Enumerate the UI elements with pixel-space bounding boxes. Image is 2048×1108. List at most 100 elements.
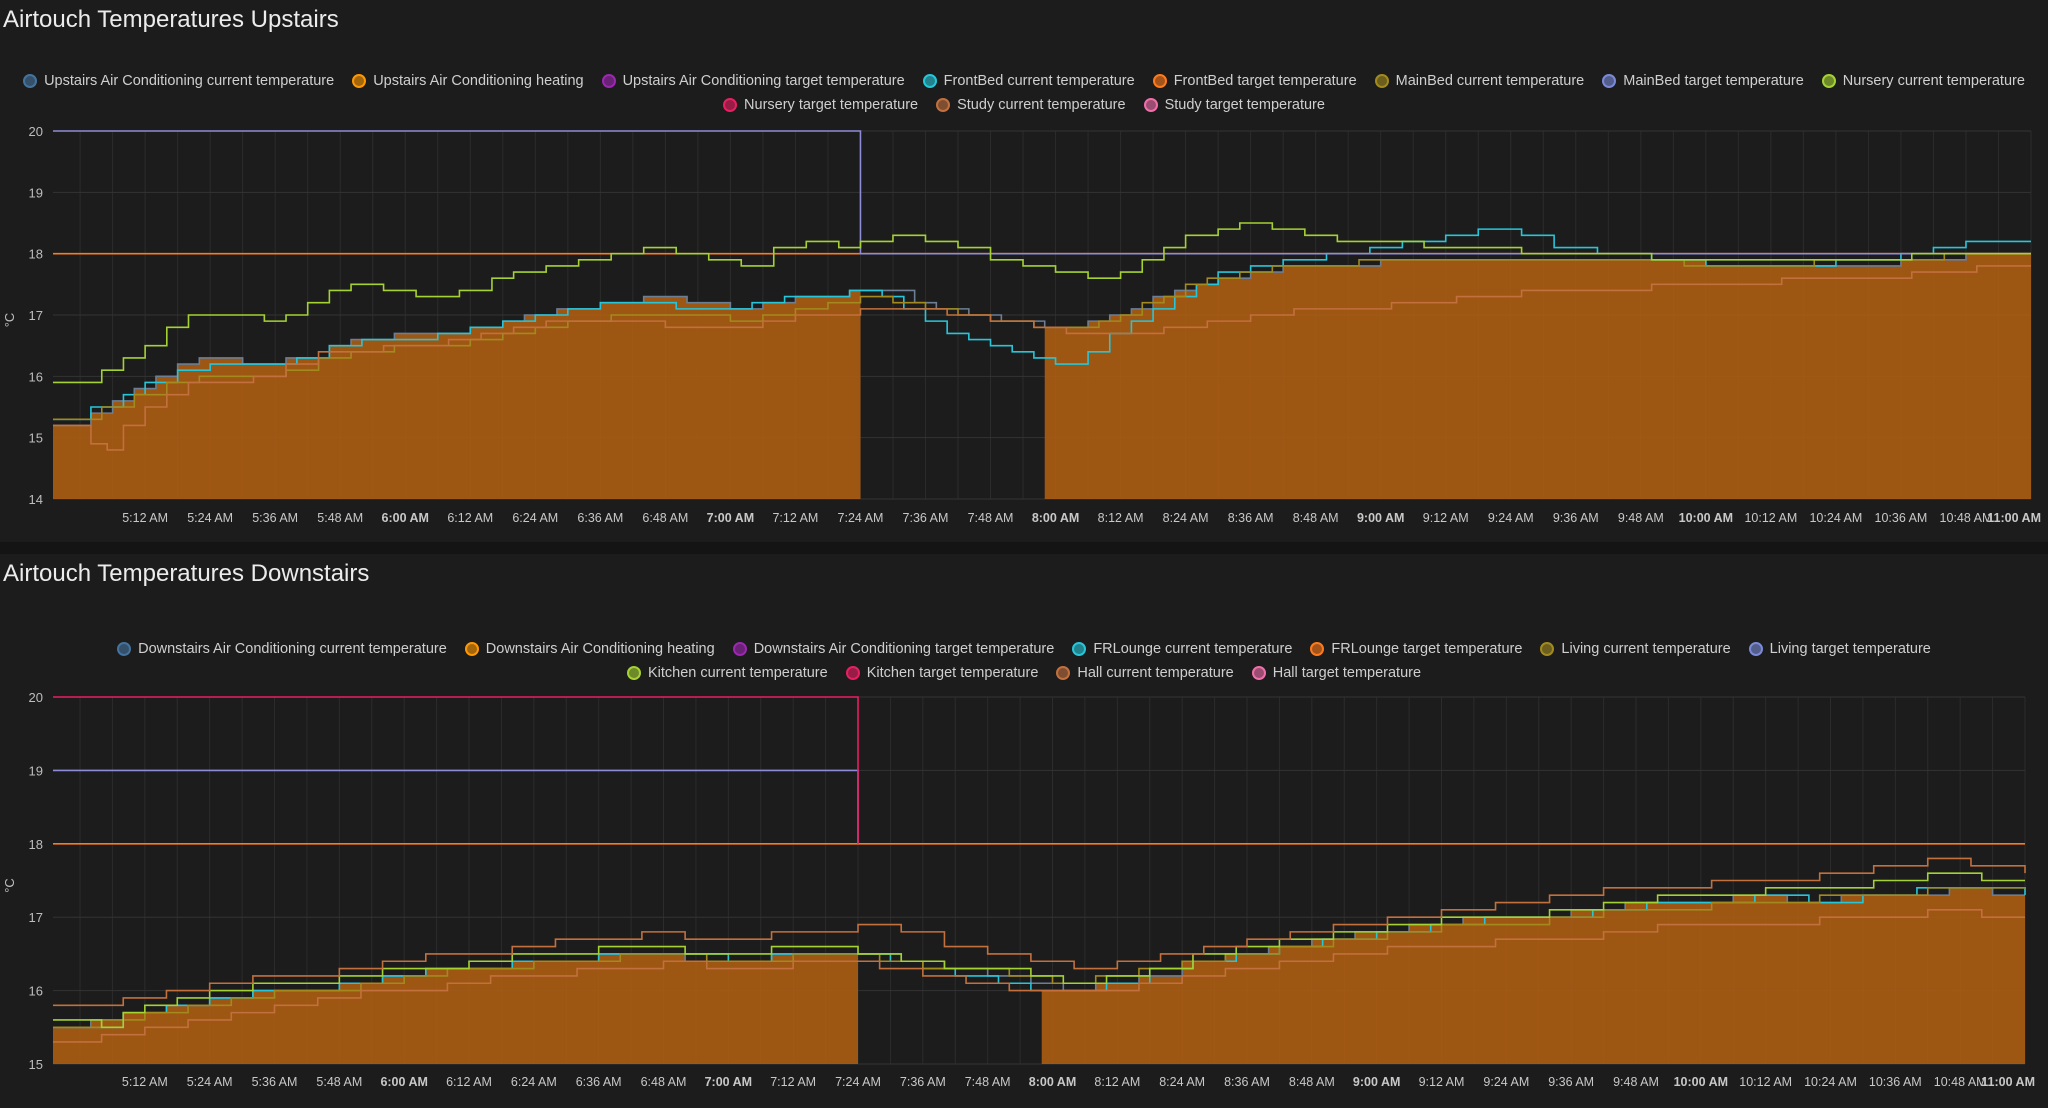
legend-item-hall-target-temperature[interactable]: Hall target temperature	[1251, 664, 1421, 682]
series-line-mainbed-target-temperature	[53, 130, 2031, 255]
legend-item-kitchen-target-temperature[interactable]: Kitchen target temperature	[845, 664, 1039, 682]
x-tick-label: 6:12 AM	[447, 511, 493, 525]
x-tick-label: 6:24 AM	[511, 1075, 557, 1089]
x-tick-label: 9:00 AM	[1353, 1075, 1400, 1089]
legend-label: Study target temperature	[1164, 97, 1325, 113]
legend-label: Upstairs Air Conditioning heating	[373, 73, 584, 89]
x-tick-label: 7:48 AM	[968, 511, 1014, 525]
legend-swatch	[1821, 74, 1836, 88]
x-tick-label: 7:12 AM	[770, 1075, 816, 1089]
legend-label: Downstairs Air Conditioning current temp…	[138, 641, 447, 657]
x-tick-label: 6:36 AM	[577, 511, 623, 525]
series-line-hall-current-temperature	[53, 857, 2026, 1007]
legend-item-mainbed-target-temperature[interactable]: MainBed target temperature	[1602, 72, 1804, 90]
legend-label: Downstairs Air Conditioning heating	[485, 641, 715, 657]
legend-item-study-target-temperature[interactable]: Study target temperature	[1143, 96, 1325, 114]
upstairs-chart: 14 15 16 17 18 19 20 °C 5:12 AM 5:24 AM 5:36 AM 5:4…	[2, 124, 2041, 525]
legend-item-nursery-current-temperature[interactable]: Nursery current temperature	[1821, 72, 2025, 90]
legend-label: Upstairs Air Conditioning target tempera…	[622, 73, 905, 89]
x-tick-label: 8:00 AM	[1029, 1075, 1076, 1089]
x-tick-label: 7:24 AM	[835, 1075, 881, 1089]
x-tick-label: 9:48 AM	[1618, 511, 1664, 525]
legend-swatch	[1374, 74, 1389, 88]
legend-item-upstairs-air-conditioning-current-temperature[interactable]: Upstairs Air Conditioning current temper…	[23, 72, 334, 90]
y-tick-label: 17	[29, 910, 43, 925]
legend-swatch	[1310, 642, 1325, 656]
x-tick-label: 7:36 AM	[900, 1075, 946, 1089]
legend-label: Study current temperature	[957, 97, 1126, 113]
x-tick-label: 8:24 AM	[1163, 511, 1209, 525]
legend-item-frlounge-target-temperature[interactable]: FRLounge target temperature	[1310, 640, 1522, 658]
legend-label: Living target temperature	[1769, 641, 1931, 657]
heating-area	[1041, 887, 2025, 1064]
x-tick-label: 8:36 AM	[1224, 1075, 1270, 1089]
legend-swatch	[845, 666, 860, 680]
series-line-study-current-temperature	[53, 265, 2031, 451]
legend-swatch	[117, 642, 132, 656]
downstairs-legend: Downstairs Air Conditioning current temp…	[0, 640, 2048, 682]
legend-label: FRLounge target temperature	[1331, 641, 1523, 657]
legend-swatch	[352, 74, 367, 88]
x-tick-label: 7:48 AM	[965, 1075, 1011, 1089]
legend-item-mainbed-current-temperature[interactable]: MainBed current temperature	[1374, 72, 1585, 90]
y-tick-label: 18	[29, 837, 43, 852]
legend-item-study-current-temperature[interactable]: Study current temperature	[936, 96, 1126, 114]
legend-item-downstairs-air-conditioning-current-temperature[interactable]: Downstairs Air Conditioning current temp…	[117, 640, 447, 658]
x-tick-label: 5:24 AM	[187, 511, 233, 525]
legend-label: Kitchen current temperature	[647, 665, 828, 681]
x-tick-label: 9:36 AM	[1553, 511, 1599, 525]
y-tick-label: 15	[29, 1057, 43, 1072]
legend-swatch	[626, 666, 641, 680]
x-tick-label: 5:36 AM	[252, 511, 298, 525]
legend-item-downstairs-air-conditioning-target-temperature[interactable]: Downstairs Air Conditioning target tempe…	[732, 640, 1054, 658]
legend-item-living-target-temperature[interactable]: Living target temperature	[1748, 640, 1931, 658]
legend-item-living-current-temperature[interactable]: Living current temperature	[1540, 640, 1731, 658]
upstairs-card: Airtouch Temperatures Upstairs Upstairs …	[0, 0, 2048, 542]
x-tick-label: 5:24 AM	[187, 1075, 233, 1089]
x-tick-label: 10:00 AM	[1674, 1075, 1728, 1089]
legend-item-frontbed-target-temperature[interactable]: FrontBed target temperature	[1152, 72, 1357, 90]
legend-item-hall-current-temperature[interactable]: Hall current temperature	[1056, 664, 1234, 682]
x-tick-label: 6:36 AM	[576, 1075, 622, 1089]
x-tick-label: 7:12 AM	[772, 511, 818, 525]
x-tick-label: 10:12 AM	[1744, 511, 1797, 525]
legend-item-frontbed-current-temperature[interactable]: FrontBed current temperature	[922, 72, 1135, 90]
legend-item-nursery-target-temperature[interactable]: Nursery target temperature	[723, 96, 918, 114]
legend-swatch	[1251, 666, 1266, 680]
legend-swatch	[1748, 642, 1763, 656]
x-tick-label: 10:36 AM	[1875, 511, 1928, 525]
downstairs-title: Airtouch Temperatures Downstairs	[3, 560, 370, 587]
x-tick-label: 10:12 AM	[1739, 1075, 1792, 1089]
y-tick-label: 15	[29, 431, 43, 446]
x-tick-label: 5:36 AM	[252, 1075, 298, 1089]
x-tick-label: 6:48 AM	[641, 1075, 687, 1089]
legend-swatch	[732, 642, 747, 656]
x-tick-label: 9:24 AM	[1483, 1075, 1529, 1089]
legend-label: MainBed current temperature	[1395, 73, 1585, 89]
legend-swatch	[601, 74, 616, 88]
legend-label: Kitchen target temperature	[866, 665, 1039, 681]
legend-swatch	[1143, 98, 1158, 112]
upstairs-legend: Upstairs Air Conditioning current temper…	[0, 72, 2048, 114]
legend-item-upstairs-air-conditioning-heating[interactable]: Upstairs Air Conditioning heating	[352, 72, 584, 90]
heating-area	[53, 953, 859, 1064]
legend-swatch	[23, 74, 38, 88]
legend-item-downstairs-air-conditioning-heating[interactable]: Downstairs Air Conditioning heating	[464, 640, 715, 658]
x-tick-label: 6:00 AM	[380, 1075, 427, 1089]
x-tick-label: 10:24 AM	[1809, 511, 1862, 525]
upstairs-title: Airtouch Temperatures Upstairs	[3, 6, 339, 33]
x-tick-label: 6:24 AM	[512, 511, 558, 525]
series-line-mainbed-current-temperature	[53, 252, 2031, 421]
downstairs-chart: 15 16 17 18 19 20 °C 5:12 AM 5:24 AM 5:36 AM 5:48 …	[2, 690, 2035, 1089]
x-tick-label: 7:24 AM	[838, 511, 884, 525]
legend-swatch	[936, 98, 951, 112]
legend-label: Living current temperature	[1561, 641, 1731, 657]
series-line-kitchen-target-temperature	[53, 696, 859, 844]
series-line-hall-current-temperature-lower	[53, 909, 2025, 1043]
x-tick-label: 11:00 AM	[1987, 511, 2041, 525]
legend-item-kitchen-current-temperature[interactable]: Kitchen current temperature	[626, 664, 828, 682]
x-tick-label: 9:48 AM	[1613, 1075, 1659, 1089]
x-tick-label: 6:00 AM	[382, 511, 429, 525]
legend-item-frlounge-current-temperature[interactable]: FRLounge current temperature	[1072, 640, 1292, 658]
legend-item-upstairs-air-conditioning-target-temperature[interactable]: Upstairs Air Conditioning target tempera…	[601, 72, 905, 90]
